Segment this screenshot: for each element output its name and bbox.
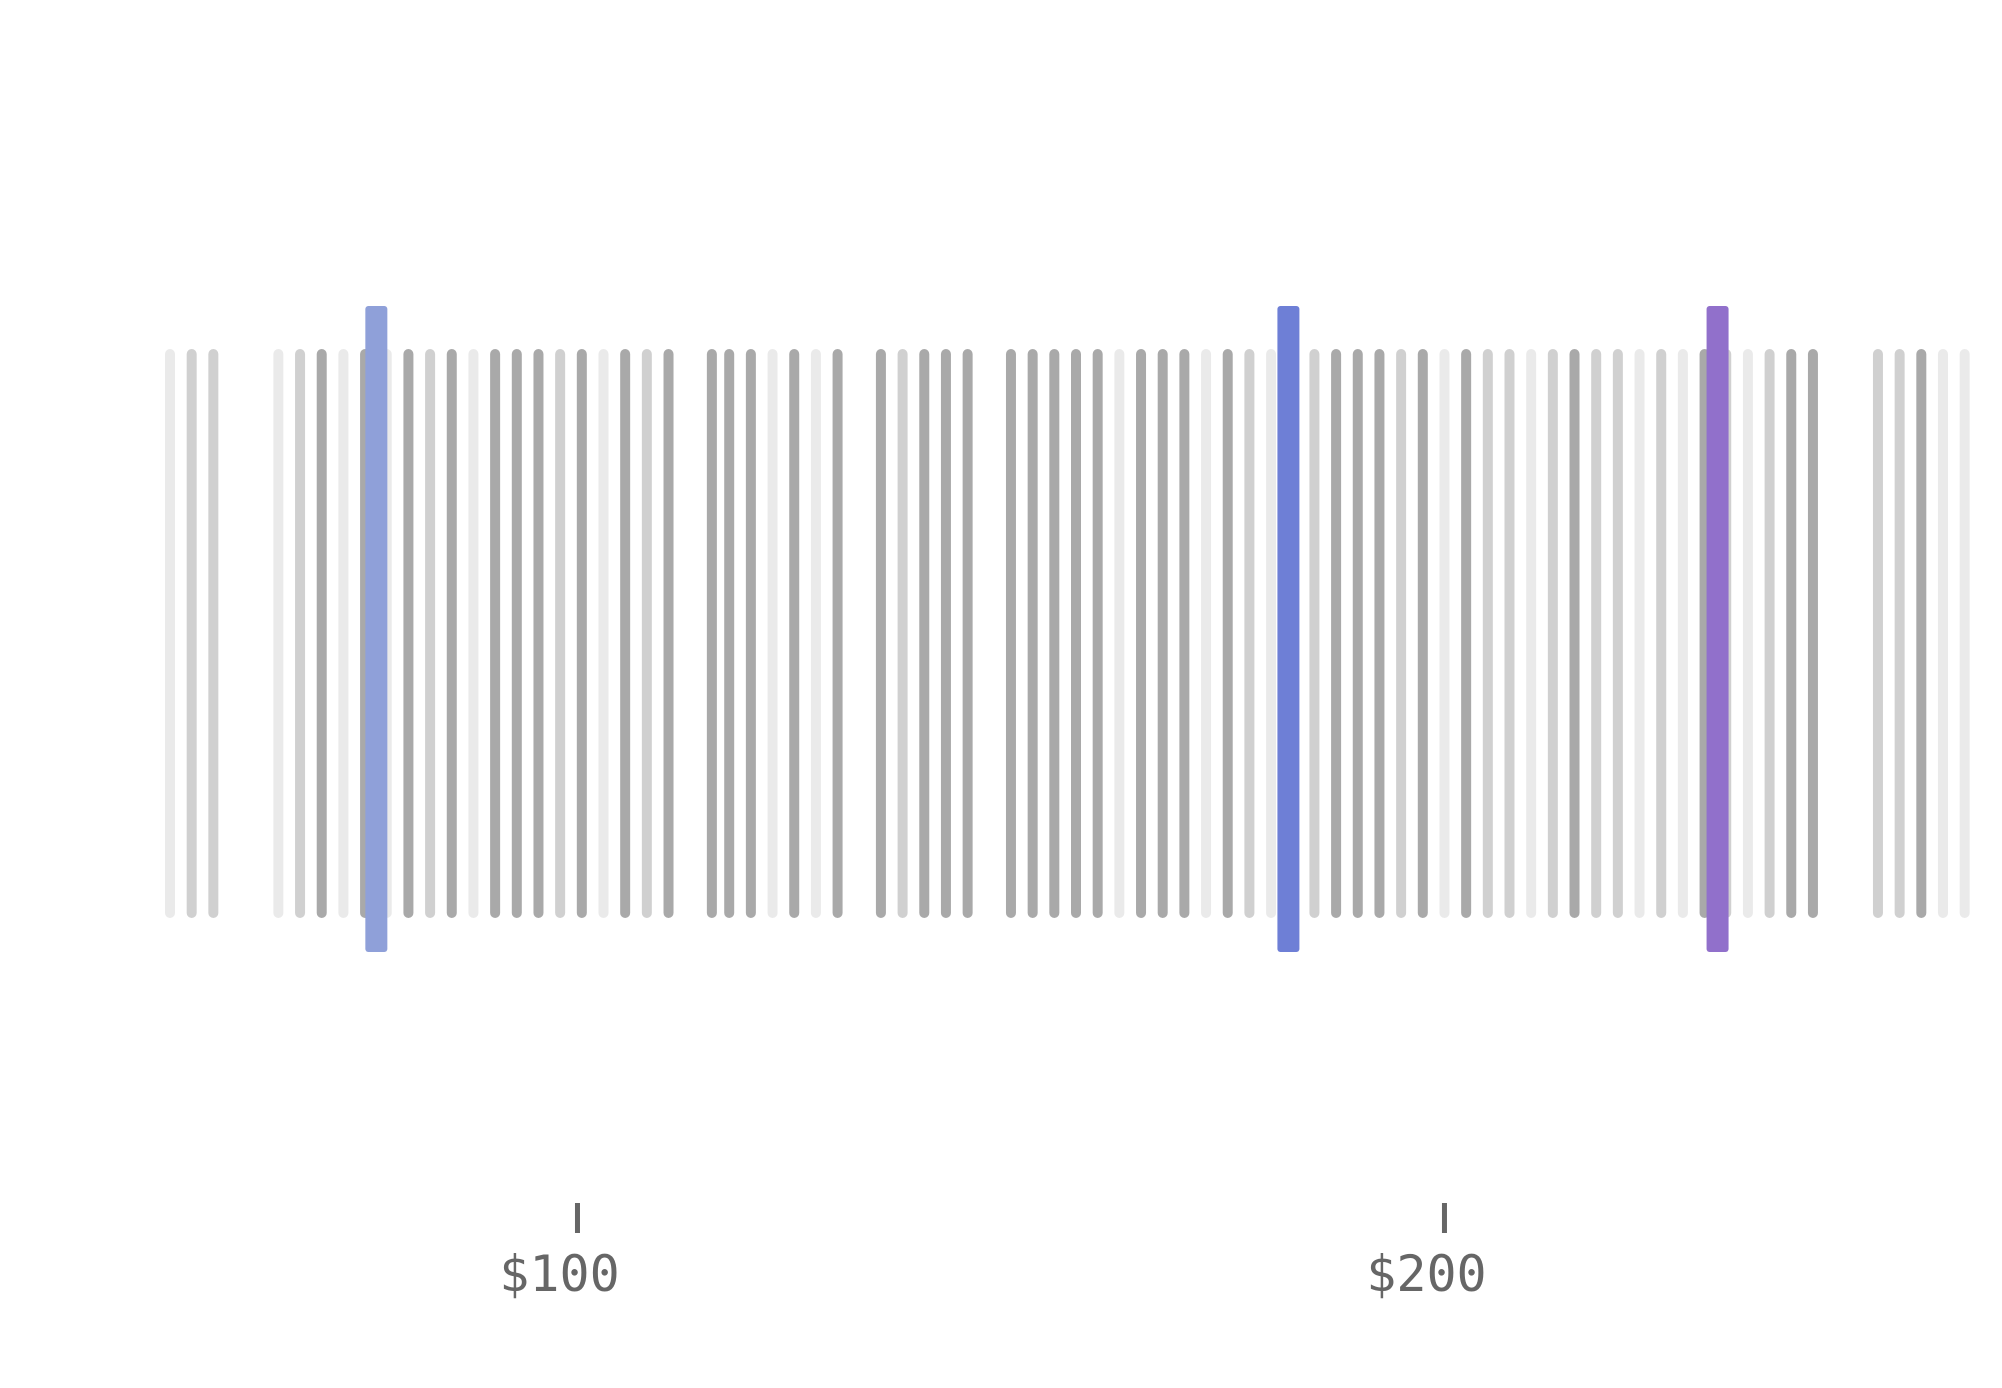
highlight-mark-3 <box>1706 306 1729 952</box>
highlight-mark-2 <box>1277 306 1300 952</box>
highlights-layer <box>365 306 1729 952</box>
x-tick-label: $100 <box>499 1245 619 1303</box>
highlight-mark-1 <box>365 306 388 952</box>
x-tick-label: $200 <box>1366 1245 1486 1303</box>
marks-layer <box>165 349 1970 918</box>
x-axis: $100 $200 <box>499 1203 1487 1303</box>
